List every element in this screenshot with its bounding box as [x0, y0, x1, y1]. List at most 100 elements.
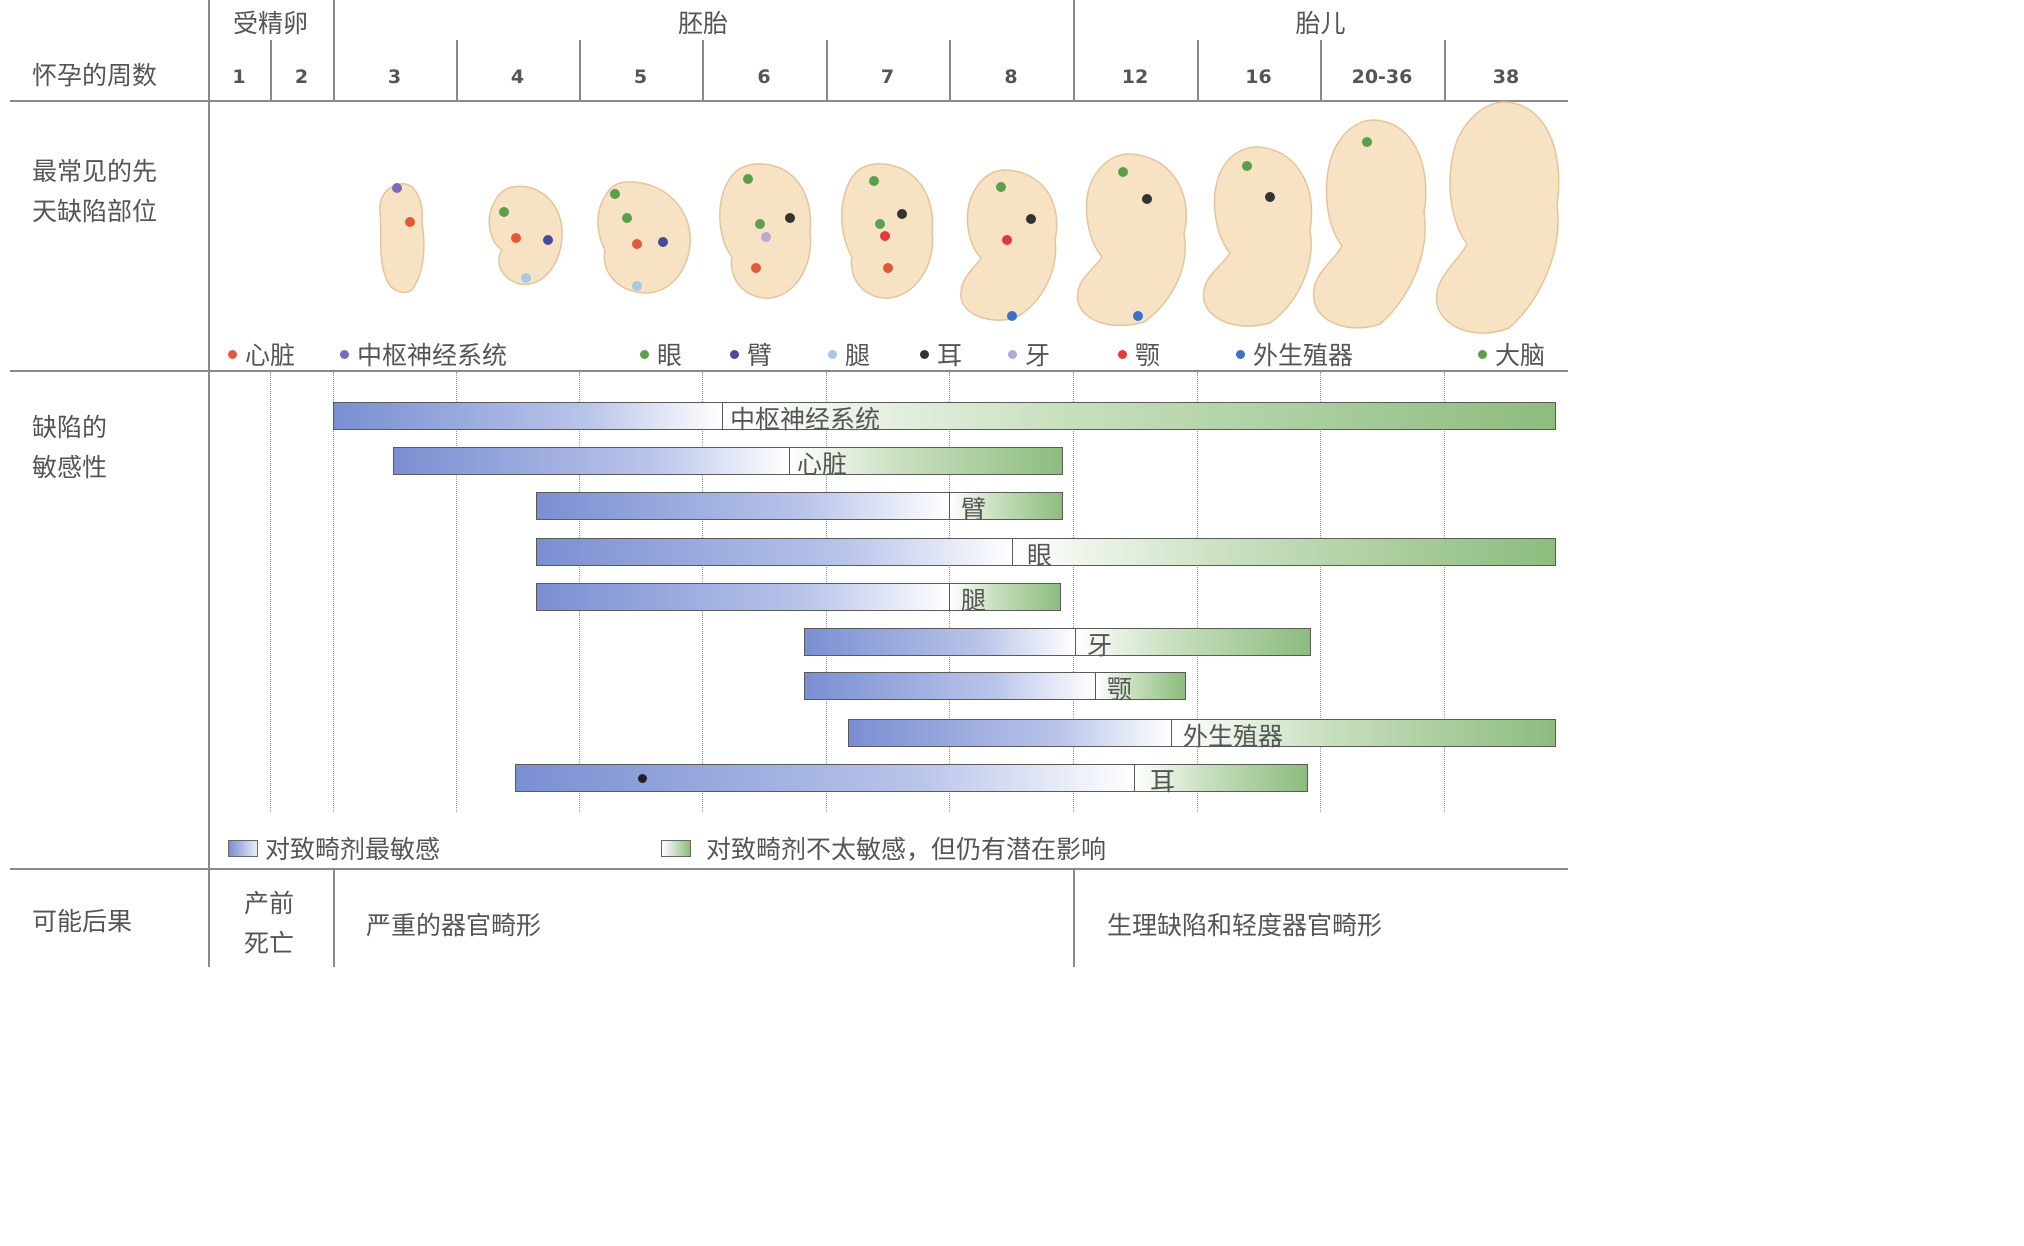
week-divider	[949, 40, 951, 100]
sensitive-period	[334, 403, 722, 429]
bar-label: 颚	[1107, 675, 1133, 704]
sensitivity-bar-leg: 腿	[536, 583, 1061, 615]
ear-dot-icon	[920, 349, 929, 359]
embryo-week3-illustration	[379, 183, 425, 294]
week-label: 12	[1121, 66, 1149, 88]
less-sensitive-period	[1171, 720, 1555, 746]
grid-line	[270, 372, 271, 812]
outcome-row-label: 可能后果	[32, 907, 133, 936]
week-divider	[702, 40, 704, 100]
outcome-rule	[10, 868, 1568, 870]
stage-fertilized-egg: 受精卵	[232, 9, 308, 38]
week-divider	[456, 40, 458, 100]
site-legend-ear: 耳	[920, 336, 962, 372]
week-label: 1	[232, 66, 246, 88]
stage-divider-1	[333, 0, 335, 100]
grid-line	[456, 372, 457, 812]
week-label: 7	[880, 66, 895, 88]
stage-fetus: 胎儿	[1295, 9, 1346, 38]
embryo-week4-illustration	[488, 185, 563, 285]
week-divider	[1444, 40, 1446, 100]
genitalia-dot-icon	[1236, 349, 1245, 359]
sensitivity-bar-palate: 颚	[804, 672, 1186, 704]
teeth-dot-icon	[1008, 349, 1017, 359]
grid-line	[1197, 372, 1198, 812]
bar-label: 外生殖器	[1183, 722, 1284, 751]
grid-line	[333, 372, 334, 812]
bar-label: 腿	[961, 586, 987, 615]
site-legend-eye: 眼	[640, 336, 682, 372]
sensitive-period	[849, 720, 1171, 746]
sensitive-period	[394, 448, 789, 474]
site-legend-genitalia: 外生殖器	[1236, 336, 1353, 372]
week-label: 6	[757, 66, 771, 88]
ear-marker-dot-icon	[638, 774, 647, 783]
less-sensitive-period	[722, 403, 1555, 429]
sensitivity-bar-arm: 臂	[536, 492, 1063, 524]
outcome-divider-2	[1073, 868, 1075, 967]
less-sensitive-period	[949, 493, 1062, 519]
week-label: 8	[1004, 66, 1018, 88]
week-label: 4	[510, 66, 525, 88]
sensitivity-row-label: 缺陷的 敏感性	[32, 408, 107, 488]
site-legend-label: 臂	[747, 341, 773, 370]
leg-dot-icon	[828, 349, 837, 359]
bar-label: 心脏	[797, 450, 848, 479]
sites-row-label-line2: 天缺陷部位	[32, 197, 158, 226]
grid-line	[1073, 372, 1074, 812]
embryo-week6-illustration	[719, 163, 812, 299]
site-legend-arm: 臂	[730, 336, 772, 372]
site-legend-leg: 腿	[828, 336, 870, 372]
palate-dot-icon	[1118, 349, 1127, 359]
site-legend-label: 腿	[845, 341, 871, 370]
bar-label: 耳	[1150, 767, 1176, 796]
top-rule	[10, 100, 1568, 102]
heart-dot-icon	[228, 349, 237, 359]
severe-malformation-label: 严重的器官畸形	[366, 911, 542, 940]
sensitivity-bar-teeth: 牙	[804, 628, 1311, 660]
sensitivity-bar-eye: 眼	[536, 538, 1556, 570]
sensitive-period	[516, 765, 1134, 791]
less-sensitive-legend-label: 对致畸剂不太敏感，但仍有潜在影响	[706, 835, 1107, 864]
stage-embryo: 胚胎	[677, 9, 728, 38]
sensitivity-bar-cns: 中枢神经系统	[333, 402, 1556, 434]
outcome-divider-1	[333, 868, 335, 967]
site-legend-palate: 颚	[1118, 336, 1160, 372]
fetus-week38-illustration	[1435, 101, 1560, 334]
sensitive-period	[537, 493, 949, 519]
eye-dot-icon	[640, 349, 649, 359]
week-label: 3	[387, 66, 402, 88]
sites-rule	[10, 370, 1568, 372]
sensitive-period	[537, 539, 1012, 565]
sensitive-period	[537, 584, 949, 610]
bar-label: 臂	[961, 495, 987, 524]
label-column-divider	[208, 0, 210, 967]
site-legend-label: 牙	[1025, 341, 1051, 370]
week-label: 16	[1245, 66, 1272, 88]
week-divider	[1320, 40, 1322, 100]
week-divider	[1197, 40, 1199, 100]
site-legend-label: 眼	[657, 341, 683, 370]
week-label: 2	[294, 66, 309, 88]
site-legend-label: 外生殖器	[1253, 341, 1354, 370]
fetus-week12-illustration	[1076, 153, 1187, 327]
fetus-week20-36-illustration	[1312, 119, 1427, 329]
embryo-week8-illustration	[960, 169, 1058, 321]
week-divider	[579, 40, 581, 100]
site-legend-cns: 中枢神经系统	[340, 336, 507, 372]
most-sensitive-swatch	[228, 840, 258, 857]
week-label: 20-36	[1351, 66, 1413, 88]
week-label: 38	[1492, 66, 1520, 88]
embryo-week7-illustration	[841, 163, 934, 299]
grid-line	[1320, 372, 1321, 812]
sensitivity-bar-heart: 心脏	[393, 447, 1063, 479]
embryo-week5-illustration	[597, 181, 691, 294]
sensitivity-bar-ear: 耳	[515, 764, 1308, 796]
prenatal-death-line2: 死亡	[244, 929, 295, 958]
weeks-row-label: 怀孕的周数	[32, 61, 158, 90]
sensitivity-row-label-line2: 敏感性	[32, 453, 108, 482]
less-sensitive-period	[949, 584, 1060, 610]
bar-label: 牙	[1087, 631, 1113, 660]
sites-row-label: 最常见的先 天缺陷部位	[32, 152, 157, 232]
sensitive-period	[805, 629, 1075, 655]
